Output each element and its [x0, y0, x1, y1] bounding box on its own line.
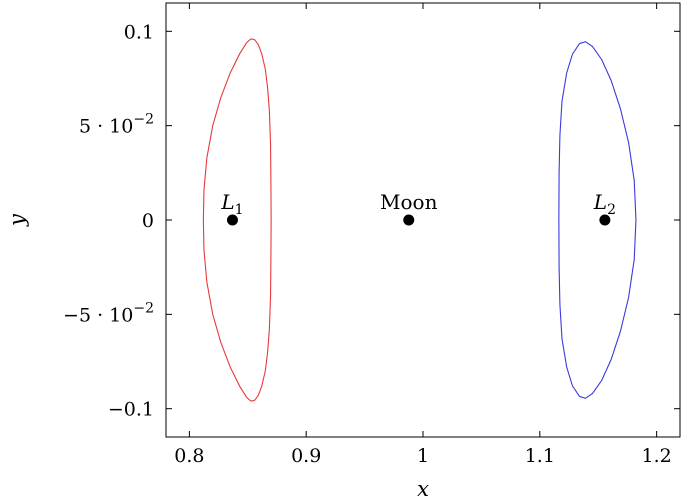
y-tick-label: −5 · 10−2	[63, 300, 154, 326]
y-tick-label: −0.1	[108, 399, 154, 421]
marker-layer: L1 Moon L2	[220, 190, 616, 226]
x-axis-label: x	[417, 477, 429, 501]
marker-label: Moon	[380, 190, 438, 214]
curve-layer	[202, 38, 637, 402]
zero-velocity-curve-1	[202, 38, 272, 402]
y-axis: 0.1 5 · 10−2 0 −5 · 10−2 −0.1	[63, 21, 680, 421]
marker-label: L2	[593, 190, 616, 218]
y-tick-label: 0.1	[124, 21, 154, 43]
zero-velocity-curve-2	[558, 41, 637, 399]
y-axis-label: y	[5, 213, 29, 227]
x-tick-label: 1	[417, 445, 429, 467]
x-tick-label: 1.1	[525, 445, 555, 467]
y-tick-label: 0	[142, 210, 154, 232]
marker-point	[403, 214, 415, 226]
y-tick-label: 5 · 10−2	[79, 112, 154, 138]
marker-point	[599, 214, 611, 226]
x-tick-label: 1.2	[642, 445, 672, 467]
x-axis: 0.8 0.9 1 1.1 1.2	[174, 3, 672, 467]
x-tick-label: 0.9	[291, 445, 321, 467]
x-tick-label: 0.8	[174, 445, 204, 467]
marker-label: L1	[220, 190, 243, 218]
marker-point	[226, 214, 238, 226]
